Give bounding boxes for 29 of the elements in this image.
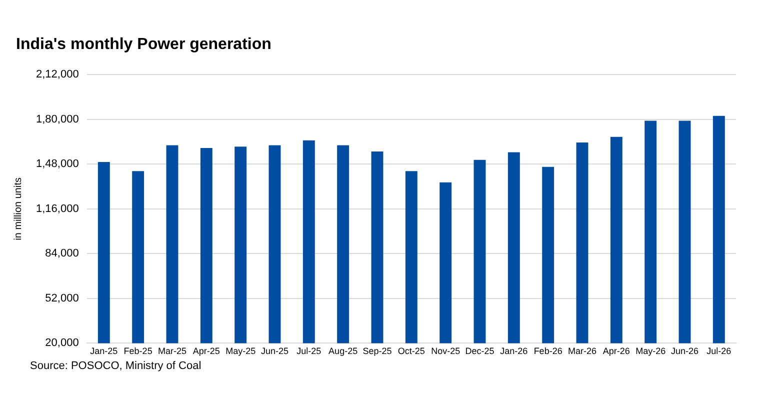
x-tick-label: Aug-25 (328, 346, 358, 356)
y-tick-label: 1,80,000 (36, 113, 79, 126)
x-tick-label: Mar-26 (568, 346, 597, 356)
y-tick-label: 2,12,000 (36, 68, 79, 81)
x-tick-label: Apr-26 (602, 346, 630, 356)
x-tick-label: May-25 (226, 346, 256, 356)
x-tick-label: Jun-26 (670, 346, 699, 356)
chart-title: India's monthly Power generation (15, 35, 272, 55)
x-tick-label: Apr-25 (192, 346, 220, 356)
x-tick-label: Jan-26 (500, 346, 528, 356)
x-tick-label: Oct-25 (398, 346, 425, 356)
x-tick-label: Nov-25 (431, 346, 460, 356)
y-tick-label: 20,000 (45, 337, 79, 350)
x-tick-label: Jan-25 (90, 346, 118, 356)
x-tick-label: May-26 (636, 346, 666, 356)
y-axis-title: in million units (12, 177, 24, 240)
y-tick-label: 84,000 (45, 248, 79, 260)
source-note: Source: POSOCO, Ministry of Coal (29, 360, 202, 372)
x-tick-label: Mar-25 (158, 346, 186, 356)
x-tick-label: Jul-25 (296, 346, 322, 356)
x-tick-label: Jun-25 (260, 346, 289, 356)
y-tick-label: 52,000 (45, 292, 79, 304)
x-tick-label: Feb-25 (124, 346, 152, 356)
x-tick-label: Feb-26 (534, 346, 562, 356)
x-tick-label: Dec-25 (465, 346, 494, 356)
y-tick-label: 1,16,000 (36, 202, 79, 215)
y-tick-label: 1,48,000 (36, 158, 79, 170)
x-tick-label: Jul-26 (706, 346, 732, 356)
x-tick-label: Sep-25 (362, 346, 392, 356)
